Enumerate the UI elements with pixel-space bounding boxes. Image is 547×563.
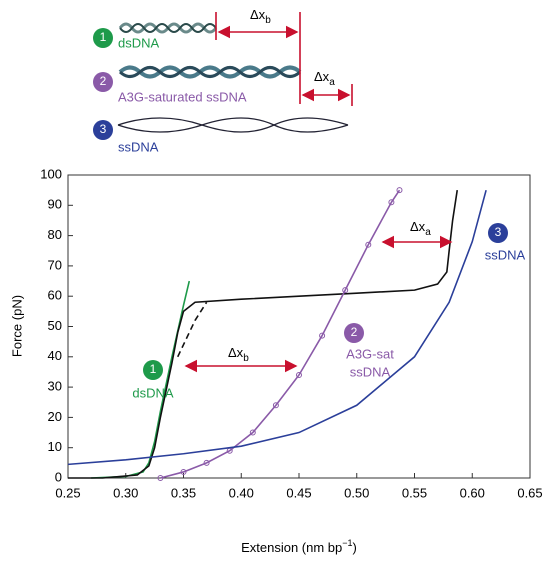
- badge-number: 3: [100, 122, 107, 136]
- y-axis-label: Force (pN): [9, 295, 24, 357]
- x-tick-label: 0.65: [517, 485, 542, 500]
- badge-number: 2: [100, 74, 107, 88]
- series-line: [91, 281, 189, 478]
- curve-label: ssDNA: [350, 364, 391, 379]
- x-tick-label: 0.25: [55, 485, 80, 500]
- y-tick-label: 60: [48, 288, 62, 303]
- x-tick-label: 0.50: [344, 485, 369, 500]
- delta-label: Δxa: [410, 219, 431, 237]
- delta-label: Δxb: [250, 7, 271, 25]
- x-axis-label: Extension (nm bp−1): [241, 538, 357, 555]
- annotations: Δxb Δxa 1 dsDNA 2 A3G-sat ssDNA 3 ssDNA: [132, 219, 525, 400]
- curve-label: dsDNA: [132, 385, 174, 400]
- delta-label: Δxa: [314, 69, 335, 87]
- x-tick-label: 0.45: [286, 485, 311, 500]
- badge-number: 3: [495, 225, 502, 239]
- badge-number: 2: [351, 325, 358, 339]
- x-tick-label: 0.55: [402, 485, 427, 500]
- y-tick-label: 20: [48, 409, 62, 424]
- curve-label: ssDNA: [485, 247, 526, 262]
- item-label: dsDNA: [118, 35, 160, 50]
- item-label: ssDNA: [118, 139, 159, 154]
- y-tick-label: 10: [48, 439, 62, 454]
- curve-label: A3G-sat: [346, 346, 394, 361]
- y-tick-label: 40: [48, 348, 62, 363]
- badge-number: 1: [100, 30, 107, 44]
- series-line: [68, 190, 457, 478]
- schematic: Δxb Δxa 1 dsDNA 2 A3G-saturated ssDNA 3 …: [93, 7, 352, 154]
- y-tick-label: 90: [48, 197, 62, 212]
- x-tick-label: 0.30: [113, 485, 138, 500]
- badge-number: 1: [150, 362, 157, 376]
- y-tick-label: 80: [48, 227, 62, 242]
- strand: [118, 118, 348, 132]
- x-tick-label: 0.40: [229, 485, 254, 500]
- y-tick-label: 70: [48, 257, 62, 272]
- x-tick-label: 0.60: [460, 485, 485, 500]
- plot: 0.25 0.30 0.35 0.40 0.45 0.50 0.55 0.60 0.65 0 10 2…: [40, 166, 542, 500]
- y-tick-label: 30: [48, 379, 62, 394]
- delta-label: Δxb: [228, 345, 249, 363]
- figure: Δxb Δxa 1 dsDNA 2 A3G-saturated ssDNA 3 …: [0, 0, 547, 558]
- y-tick-label: 100: [40, 166, 62, 181]
- strand: [118, 118, 348, 132]
- y-tick-label: 50: [48, 318, 62, 333]
- x-tick-label: 0.35: [171, 485, 196, 500]
- y-tick-label: 0: [55, 469, 62, 484]
- item-label: A3G-saturated ssDNA: [118, 89, 247, 104]
